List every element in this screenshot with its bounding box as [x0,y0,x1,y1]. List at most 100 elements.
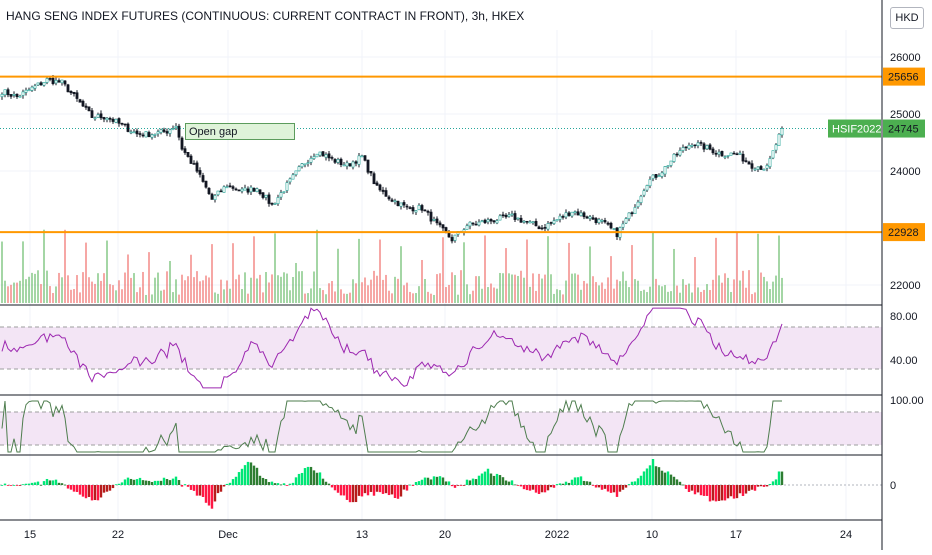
histogram-bar [546,485,550,491]
volume-bar [424,279,426,303]
candle-body [771,150,775,159]
candle-body [780,128,784,136]
histogram-bar [435,476,439,485]
candle-body [384,190,388,197]
histogram-bar [84,485,88,499]
volume-bar [475,276,477,303]
volume-bar [238,274,240,303]
histogram-bar [627,484,631,485]
histogram-bar [201,485,205,497]
histogram-bar [714,485,718,502]
histogram-bar [33,482,37,485]
histogram-bar [474,479,478,485]
currency-button[interactable]: HKD [890,7,924,29]
histogram-bar [264,479,268,485]
price-tick-label: 25000 [890,109,921,121]
candle-body [600,219,604,222]
histogram-bar [252,465,256,485]
candle-body [357,155,361,165]
candle-body [342,164,346,167]
candle-body [273,203,277,205]
histogram-bar [306,466,310,485]
candle-body [21,91,25,96]
candle-body [489,219,493,222]
candle-body [381,189,385,192]
histogram-bar [666,471,670,485]
candle-body [405,205,409,208]
candle-body [606,222,610,225]
candle-body [363,155,367,161]
volume-bar [316,229,318,303]
volume-bar [544,274,546,303]
histogram-bar [465,479,469,485]
volume-bar [58,272,60,303]
open-gap-annotation[interactable]: Open gap [185,123,295,140]
volume-bar [472,290,474,303]
histogram-bar [456,485,460,486]
volume-bar [268,282,270,303]
candle-body [279,192,283,198]
candle-body [588,216,592,219]
candle-body [123,123,127,126]
histogram-bar [558,483,562,485]
volume-bar [610,256,612,303]
volume-bar [550,274,552,303]
candle-body [9,94,13,97]
volume-bar [529,286,531,303]
histogram-bar [534,485,538,493]
candle-body [30,86,34,91]
candle-body [324,154,328,158]
x-tick-label: 2022 [545,529,569,541]
candle-body [696,142,700,146]
candle-body [156,131,160,135]
volume-bar [655,278,657,303]
volume-bar [355,283,357,303]
histogram-bar [639,475,643,485]
volume-bar [67,275,69,303]
histogram-bar [588,481,592,485]
candle-body [621,223,625,228]
volume-bar [10,284,12,303]
histogram-bar [495,473,499,485]
volume-bar [397,278,399,303]
candle-body [378,184,382,191]
histogram-bar [78,485,82,495]
candle-body [240,188,244,192]
histogram-bar [720,485,724,501]
x-tick-label: 24 [840,529,852,541]
candle-body [366,159,370,173]
histogram-bar [336,485,340,493]
histogram-bar [126,477,130,485]
volume-bar [400,246,402,303]
candle-body [207,187,211,194]
candle-body [762,168,766,171]
volume-bar [364,277,366,303]
histogram-bar [594,485,598,488]
volume-bar [559,290,561,303]
candle-body [258,189,262,194]
candle-body [261,192,265,198]
histogram-bar [144,480,148,485]
candle-body [417,205,421,211]
volume-bar [415,293,417,303]
volume-bar [157,272,159,303]
histogram-bar [396,485,400,499]
volume-bar [346,293,348,303]
histogram-bar [759,485,763,487]
candle-body [246,188,250,193]
candle-body [750,163,754,169]
candle-body [714,153,718,155]
candle-body [48,78,52,80]
candle-body [285,182,289,191]
candle-body [477,221,481,226]
candle-body [666,165,670,168]
volume-bar [478,276,480,303]
histogram-bar [528,485,532,491]
volume-bar [391,293,393,303]
histogram-bar [678,481,682,485]
histogram-bar [573,477,577,485]
candle-body [681,147,685,151]
volume-bar [262,292,264,303]
